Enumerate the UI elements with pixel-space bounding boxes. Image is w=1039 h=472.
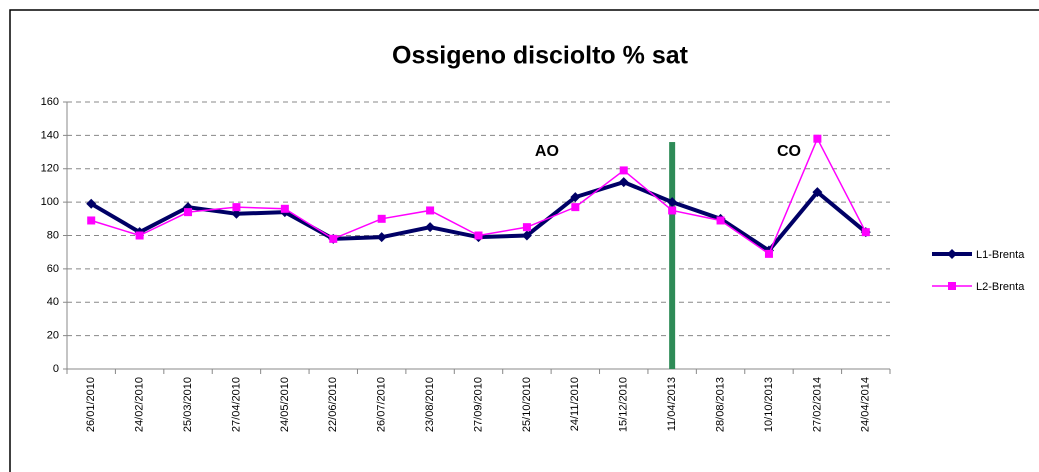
x-tick-label: 24/02/2010 bbox=[134, 377, 146, 432]
bar bbox=[669, 142, 676, 369]
annotation: AO bbox=[535, 143, 559, 160]
marker bbox=[232, 203, 241, 212]
marker bbox=[764, 249, 773, 258]
x-tick-label: 23/08/2010 bbox=[424, 377, 436, 432]
marker bbox=[280, 204, 289, 213]
marker bbox=[329, 234, 338, 243]
marker bbox=[716, 216, 725, 225]
x-tick-label: 15/12/2010 bbox=[618, 377, 630, 432]
x-tick-label: 28/08/2013 bbox=[714, 377, 726, 432]
marker bbox=[667, 197, 678, 208]
marker bbox=[135, 231, 144, 240]
legend-marker bbox=[948, 282, 956, 290]
marker bbox=[618, 177, 629, 188]
marker bbox=[87, 216, 96, 225]
marker bbox=[184, 208, 193, 217]
x-tick-label: 10/10/2013 bbox=[763, 377, 775, 432]
marker bbox=[812, 187, 823, 198]
x-tick-label: 22/06/2010 bbox=[327, 377, 339, 432]
marker bbox=[571, 203, 580, 212]
marker bbox=[522, 223, 531, 232]
marker bbox=[861, 228, 870, 237]
y-tick-label: 140 bbox=[41, 129, 59, 141]
x-tick-label: 24/04/2014 bbox=[860, 377, 872, 432]
x-tick-label: 26/01/2010 bbox=[85, 377, 97, 432]
x-tick-label: 26/07/2010 bbox=[376, 377, 388, 432]
y-tick-label: 80 bbox=[47, 229, 59, 241]
chart-border bbox=[9, 9, 1039, 472]
marker bbox=[813, 134, 822, 143]
x-tick-label: 25/03/2010 bbox=[182, 377, 194, 432]
y-tick-label: 0 bbox=[53, 363, 59, 375]
x-tick-label: 27/02/2014 bbox=[811, 377, 823, 432]
y-tick-label: 120 bbox=[41, 163, 59, 175]
marker bbox=[426, 206, 435, 215]
y-tick-label: 100 bbox=[41, 196, 59, 208]
x-tick-label: 27/09/2010 bbox=[472, 377, 484, 432]
x-tick-label: 24/11/2010 bbox=[569, 377, 581, 431]
y-tick-label: 40 bbox=[47, 296, 59, 308]
marker bbox=[521, 230, 532, 241]
legend-label: L1-Brenta bbox=[976, 249, 1025, 261]
y-tick-label: 160 bbox=[41, 96, 59, 108]
y-tick-label: 20 bbox=[47, 330, 59, 342]
marker bbox=[377, 214, 386, 223]
annotation: CO bbox=[777, 143, 801, 160]
marker bbox=[86, 198, 97, 209]
x-tick-label: 27/04/2010 bbox=[230, 377, 242, 432]
marker bbox=[619, 166, 628, 175]
x-tick-label: 24/05/2010 bbox=[279, 377, 291, 432]
marker bbox=[474, 231, 483, 240]
marker bbox=[570, 192, 581, 203]
x-tick-label: 11/04/2013 bbox=[666, 377, 678, 431]
marker bbox=[668, 206, 677, 215]
x-tick-label: 25/10/2010 bbox=[521, 377, 533, 432]
y-tick-label: 60 bbox=[47, 263, 59, 275]
legend-label: L2-Brenta bbox=[976, 281, 1025, 293]
marker bbox=[425, 222, 436, 233]
chart-title: Ossigeno disciolto % sat bbox=[392, 42, 689, 70]
legend-marker bbox=[947, 249, 957, 259]
marker bbox=[376, 232, 387, 243]
marker bbox=[231, 208, 242, 219]
